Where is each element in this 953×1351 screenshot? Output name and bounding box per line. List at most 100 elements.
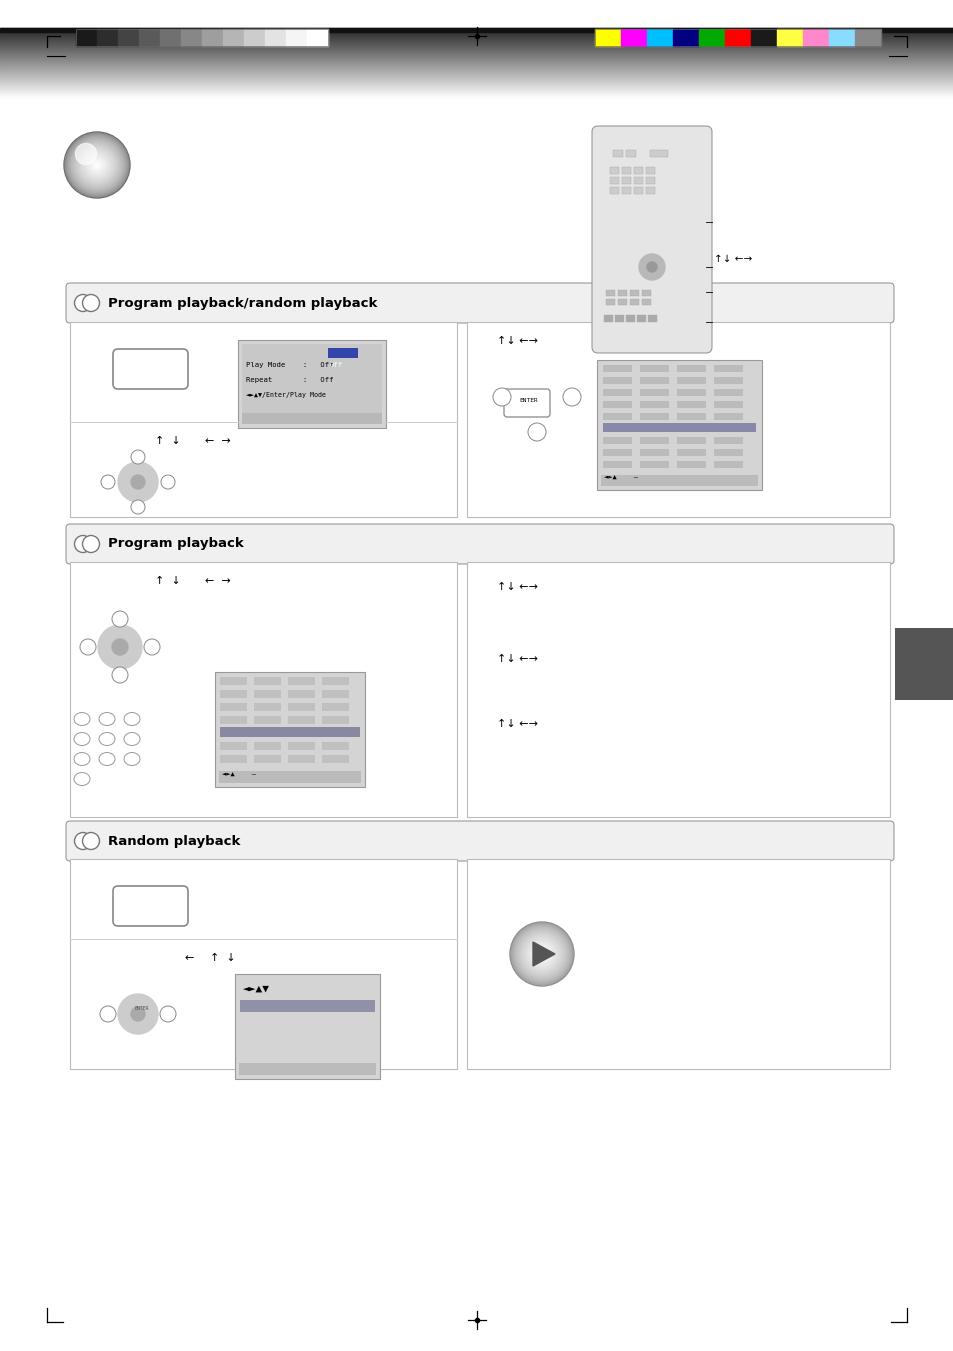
- Bar: [637, 315, 645, 322]
- Bar: [0, 28, 953, 32]
- Bar: [244, 28, 265, 46]
- Circle shape: [112, 611, 128, 627]
- Circle shape: [536, 948, 547, 961]
- Bar: [618, 299, 626, 305]
- Bar: [253, 703, 281, 711]
- Circle shape: [513, 925, 571, 984]
- Circle shape: [118, 994, 158, 1034]
- Circle shape: [510, 921, 574, 986]
- Circle shape: [523, 936, 559, 971]
- Circle shape: [80, 639, 96, 655]
- Bar: [223, 28, 244, 46]
- Ellipse shape: [82, 295, 99, 312]
- Bar: [253, 716, 281, 724]
- Circle shape: [71, 141, 122, 190]
- Bar: [641, 299, 650, 305]
- Bar: [253, 677, 281, 685]
- FancyBboxPatch shape: [503, 389, 550, 417]
- Bar: [219, 771, 360, 784]
- Bar: [724, 28, 750, 46]
- Text: Program playback: Program playback: [108, 538, 244, 550]
- Circle shape: [67, 135, 127, 195]
- Bar: [613, 150, 622, 157]
- Bar: [265, 28, 286, 46]
- Bar: [253, 730, 281, 738]
- Text: ◄►▲    –: ◄►▲ –: [603, 476, 638, 481]
- Circle shape: [518, 931, 564, 977]
- Bar: [645, 177, 655, 184]
- Bar: [234, 974, 379, 1079]
- Circle shape: [65, 132, 129, 197]
- Polygon shape: [533, 942, 555, 966]
- Bar: [672, 28, 699, 46]
- Circle shape: [79, 147, 115, 182]
- FancyBboxPatch shape: [112, 886, 188, 925]
- Bar: [609, 168, 618, 174]
- Bar: [220, 703, 247, 711]
- Circle shape: [88, 155, 106, 174]
- Circle shape: [493, 388, 511, 407]
- Circle shape: [131, 476, 145, 489]
- Text: Play Mode    :   Off: Play Mode : Off: [246, 362, 334, 367]
- Circle shape: [639, 254, 664, 280]
- Bar: [646, 28, 672, 46]
- Bar: [828, 28, 854, 46]
- Circle shape: [84, 153, 110, 178]
- Bar: [713, 377, 742, 384]
- Bar: [181, 28, 202, 46]
- Circle shape: [538, 951, 544, 957]
- Bar: [677, 413, 705, 420]
- Bar: [214, 671, 365, 788]
- Bar: [97, 28, 118, 46]
- Bar: [76, 28, 97, 46]
- Bar: [639, 365, 668, 372]
- Circle shape: [512, 924, 572, 984]
- Bar: [76, 28, 328, 46]
- Circle shape: [69, 136, 125, 193]
- Bar: [677, 426, 705, 432]
- Circle shape: [91, 159, 102, 170]
- Ellipse shape: [124, 753, 140, 766]
- Bar: [677, 389, 705, 396]
- Text: ◄►▲▼: ◄►▲▼: [243, 984, 270, 994]
- Bar: [602, 389, 631, 396]
- Bar: [602, 401, 631, 408]
- Bar: [467, 859, 889, 1069]
- Bar: [322, 730, 349, 738]
- Ellipse shape: [74, 295, 91, 312]
- Bar: [641, 290, 650, 296]
- Bar: [118, 28, 139, 46]
- Text: ←  →: ← →: [205, 576, 231, 586]
- Bar: [220, 690, 247, 698]
- Bar: [288, 755, 314, 763]
- Circle shape: [89, 157, 105, 173]
- Bar: [625, 315, 635, 322]
- Circle shape: [533, 944, 551, 963]
- Text: ↑↓ ←→: ↑↓ ←→: [497, 654, 537, 663]
- Bar: [639, 449, 668, 457]
- Circle shape: [540, 952, 542, 955]
- Bar: [677, 449, 705, 457]
- Circle shape: [531, 943, 553, 965]
- Circle shape: [131, 500, 145, 513]
- Circle shape: [92, 161, 101, 169]
- Circle shape: [515, 927, 568, 981]
- Bar: [620, 28, 646, 46]
- Bar: [220, 742, 247, 750]
- FancyBboxPatch shape: [66, 524, 893, 563]
- Bar: [595, 28, 880, 46]
- Bar: [713, 426, 742, 432]
- Circle shape: [64, 132, 130, 199]
- Bar: [160, 28, 181, 46]
- Text: ◄►▲▼/Enter/Play Mode: ◄►▲▼/Enter/Play Mode: [246, 392, 326, 399]
- Circle shape: [535, 947, 548, 961]
- Circle shape: [646, 262, 657, 272]
- Ellipse shape: [124, 732, 140, 746]
- Circle shape: [534, 946, 550, 962]
- Bar: [634, 177, 642, 184]
- Bar: [621, 186, 630, 195]
- Bar: [713, 401, 742, 408]
- Bar: [602, 413, 631, 420]
- Bar: [605, 299, 615, 305]
- Circle shape: [81, 149, 112, 181]
